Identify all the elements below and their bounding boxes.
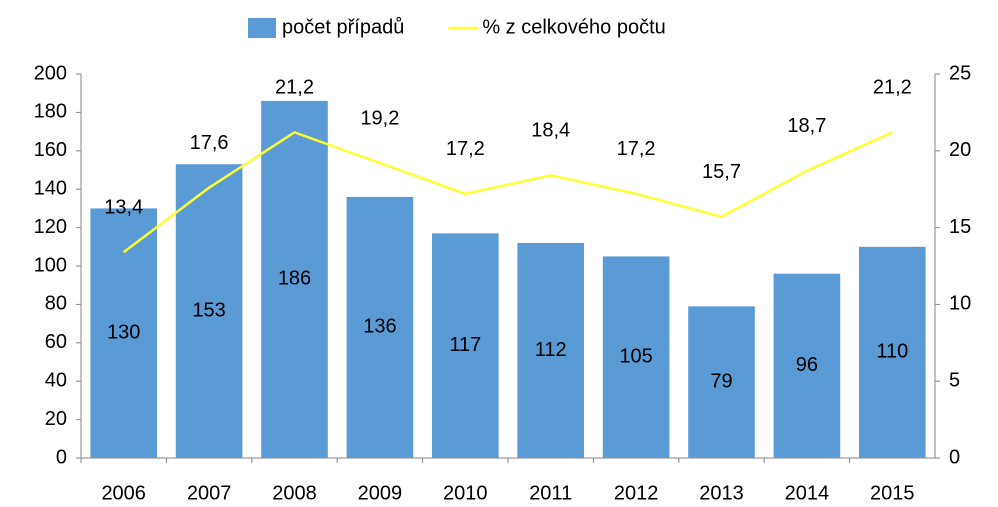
y2-tick-label: 5 <box>949 369 960 391</box>
line-value-label: 13,4 <box>104 196 143 218</box>
y-tick-label: 160 <box>34 139 67 161</box>
y-tick-label: 60 <box>45 331 67 353</box>
line-value-label: 18,4 <box>531 120 570 142</box>
y-tick-label: 180 <box>34 101 67 123</box>
x-tick-label: 2014 <box>785 482 830 504</box>
bar <box>261 100 328 458</box>
y-tick-label: 40 <box>45 369 67 391</box>
y-tick-label: 0 <box>56 446 67 468</box>
x-tick-label: 2011 <box>529 482 572 504</box>
y-tick-label: 140 <box>34 177 67 199</box>
bar-value-label: 117 <box>449 334 481 356</box>
y2-tick-label: 20 <box>949 139 971 161</box>
x-tick-label: 2013 <box>699 482 744 504</box>
line <box>122 130 893 254</box>
y-tick-label: 80 <box>45 293 67 315</box>
bar <box>602 256 670 458</box>
y2-tick-label: 25 <box>949 62 971 84</box>
bar <box>90 208 158 458</box>
y2-tick-label: 10 <box>949 293 971 315</box>
bar <box>346 196 414 458</box>
line-value-label: 17,2 <box>446 138 485 160</box>
y-tick-label: 200 <box>34 62 67 84</box>
line-value-label: 18,7 <box>787 115 826 137</box>
x-tick-label: 2006 <box>101 482 146 504</box>
x-tick-label: 2015 <box>870 482 915 504</box>
line-value-label: 17,2 <box>617 138 656 160</box>
bar-value-label: 130 <box>107 321 140 343</box>
bar-value-label: 112 <box>535 339 567 361</box>
y-tick-label: 120 <box>34 216 67 238</box>
line-value-label: 21,2 <box>873 77 912 99</box>
line-value-label: 19,2 <box>360 107 399 129</box>
bar <box>431 233 499 458</box>
y2-tick-label: 0 <box>949 446 960 468</box>
legend-swatch <box>248 18 276 38</box>
legend-label: % z celkového počtu <box>482 16 665 38</box>
x-tick-label: 2007 <box>187 482 232 504</box>
bar-value-label: 136 <box>363 316 396 338</box>
bar-value-label: 105 <box>619 345 652 367</box>
bar-value-label: 186 <box>278 268 311 290</box>
y2-tick-label: 15 <box>949 216 971 238</box>
x-tick-label: 2012 <box>614 482 659 504</box>
y-tick-label: 20 <box>45 408 67 430</box>
bar-value-label: 96 <box>796 354 818 376</box>
bar-value-label: 79 <box>710 370 732 392</box>
x-tick-label: 2010 <box>443 482 488 504</box>
x-tick-label: 2008 <box>272 482 317 504</box>
bar <box>688 306 755 458</box>
bar <box>858 246 926 458</box>
bar <box>773 273 841 458</box>
line-value-label: 17,6 <box>190 132 229 154</box>
bar-value-label: 110 <box>876 341 908 363</box>
bar <box>517 242 585 458</box>
line-value-label: 21,2 <box>275 77 314 99</box>
line-value-label: 15,7 <box>702 161 741 183</box>
x-tick-label: 2009 <box>358 482 403 504</box>
bar-value-label: 153 <box>192 299 225 321</box>
legend-label: počet případů <box>282 16 404 38</box>
y-tick-label: 100 <box>34 254 67 276</box>
bar <box>175 164 243 459</box>
